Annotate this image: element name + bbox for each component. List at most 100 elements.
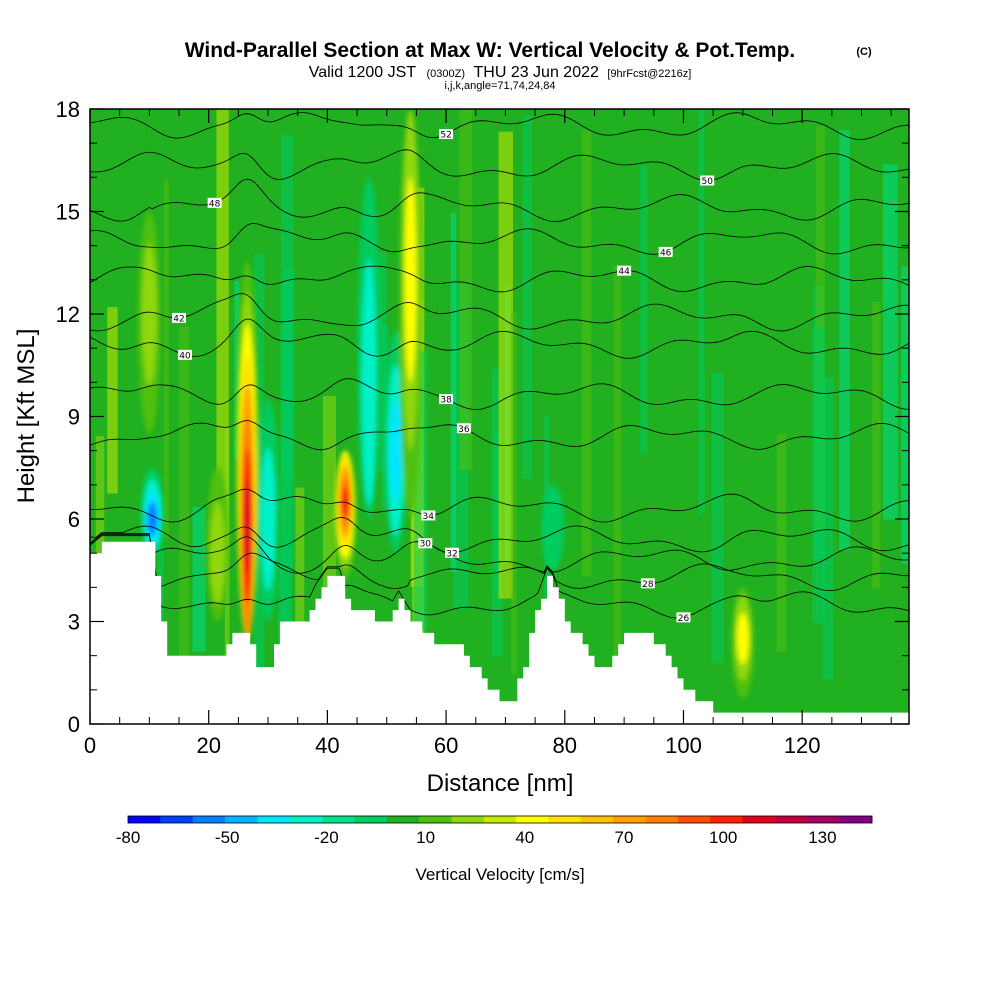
y-axis-label: Height [Kft MSL]	[13, 329, 40, 504]
updraft-cell	[138, 211, 161, 434]
colorbar-frame	[127, 815, 873, 824]
colorbar-swatch	[160, 816, 194, 823]
contour-label-box	[700, 175, 715, 186]
theta-contour	[90, 517, 909, 554]
downdraft-level	[541, 484, 565, 571]
x-axis: 0 20 40 60 80 100 120	[84, 109, 892, 758]
colorbar-swatch	[677, 816, 711, 823]
velocity-streak	[234, 280, 240, 459]
theta-contour-label: 26	[676, 612, 691, 624]
theta-contour	[90, 178, 909, 222]
y-axis: 0 36 9 12 15 18	[56, 97, 909, 737]
updraft-level	[736, 612, 749, 665]
theta-contour-label: 48	[207, 197, 222, 209]
updraft-level	[210, 501, 226, 605]
contour-label-box	[676, 612, 691, 623]
downdraft-level	[361, 259, 377, 506]
theta-contour	[90, 222, 909, 255]
colorbar: -80 -50 -20 10 40 70 100 130	[116, 815, 873, 847]
theta-contour-label: 50	[700, 175, 715, 187]
theta-contour	[90, 488, 909, 523]
velocity-streak	[95, 436, 105, 604]
theta-contour-label: 36	[456, 423, 471, 435]
x-tick-label: 60	[434, 733, 458, 758]
contour-label-text: 52	[440, 131, 451, 141]
velocity-streak	[776, 434, 787, 652]
theta-contour	[90, 293, 909, 332]
downdraft-cell	[541, 484, 565, 571]
theta-contour	[90, 533, 909, 574]
velocity-streak	[511, 312, 517, 674]
contour-label-text: 40	[179, 351, 191, 361]
zulu-time: (0300Z)	[427, 68, 466, 80]
copyright-mark: (C)	[856, 46, 872, 58]
downdraft-cell	[141, 467, 164, 554]
contour-label-text: 30	[420, 540, 432, 550]
velocity-streak	[812, 326, 826, 624]
colorbar-swatch	[257, 816, 291, 823]
velocity-streak	[883, 164, 898, 520]
y-tick-label: 3	[68, 610, 80, 635]
plot-area: 26 28 30 32 34 36 38 40 42 44 46 48 50 52	[90, 109, 909, 724]
updraft-cell	[731, 587, 755, 699]
theta-contour-label: 32	[445, 547, 460, 559]
x-tick-label: 40	[315, 733, 339, 758]
downdraft-level	[260, 447, 276, 591]
contour-label-box	[617, 265, 632, 276]
x-tick-label: 100	[665, 733, 702, 758]
updraft-cell	[206, 467, 229, 622]
colorbar-swatch	[839, 816, 873, 823]
x-axis-label: Distance [nm]	[427, 770, 574, 797]
theta-contour	[90, 318, 909, 359]
y-tick-label: 12	[56, 302, 80, 327]
theta-contour	[90, 265, 909, 293]
updraft-level	[404, 177, 417, 383]
contour-label-text: 44	[618, 267, 630, 277]
x-tick-label: 20	[196, 733, 220, 758]
y-tick-label: 9	[68, 405, 80, 430]
contour-label-box	[640, 578, 655, 589]
y-tick-label: 15	[56, 200, 80, 225]
contour-label-text: 28	[642, 580, 654, 590]
colorbar-swatch	[192, 816, 226, 823]
y-tick-label: 18	[56, 97, 80, 122]
chart-title: Wind-Parallel Section at Max W: Vertical…	[185, 39, 796, 62]
colorbar-swatch	[451, 816, 485, 823]
velocity-streak	[613, 265, 622, 703]
terrain-mask	[90, 541, 909, 724]
contour-label-text: 34	[423, 512, 435, 522]
contour-label-text: 36	[458, 425, 470, 435]
forecast-info: [9hrFcst@2216z]	[607, 68, 691, 80]
contour-label-box	[177, 349, 192, 360]
colorbar-label: Vertical Velocity [cm/s]	[415, 865, 584, 884]
contour-label-text: 48	[209, 199, 221, 209]
updraft-level	[141, 242, 157, 386]
theta-contour	[90, 534, 909, 592]
downdraft-level	[147, 501, 158, 537]
contour-label-box	[207, 197, 222, 208]
colorbar-swatch	[580, 816, 614, 823]
downdraft-level	[389, 399, 402, 502]
colorbar-swatch	[128, 816, 161, 823]
colorbar-swatch	[225, 816, 258, 823]
y-tick-label: 0	[68, 712, 80, 737]
velocity-streak	[822, 377, 834, 680]
theta-contour-label: 52	[439, 129, 454, 141]
velocity-cells	[138, 109, 755, 699]
contour-label-box	[439, 394, 454, 405]
updraft-level	[243, 479, 251, 573]
contour-label-text: 38	[440, 396, 452, 406]
colorbar-swatch	[742, 816, 776, 823]
velocity-streak	[295, 487, 305, 634]
velocity-streak	[698, 109, 705, 515]
colorbar-swatch	[774, 816, 808, 823]
theta-contour	[90, 420, 909, 451]
theta-contour	[90, 535, 909, 619]
x-tick-label: 120	[784, 733, 821, 758]
velocity-streak	[839, 130, 850, 551]
velocity-streak	[494, 431, 500, 591]
contour-label-text: 42	[173, 314, 184, 324]
colorbar-swatch	[807, 816, 841, 823]
velocity-streak	[498, 131, 513, 599]
velocity-streak	[107, 307, 118, 494]
